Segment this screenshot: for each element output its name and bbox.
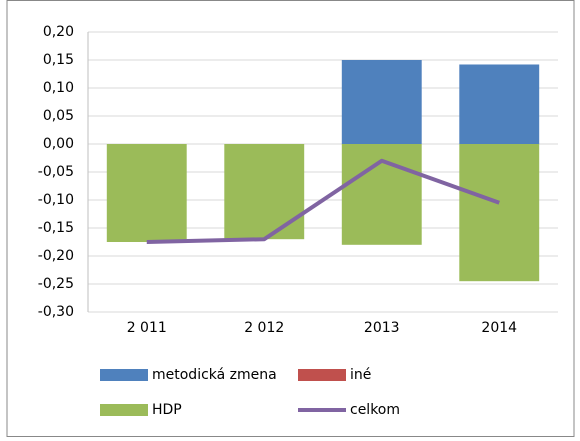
y-tick-label: 0,00: [43, 136, 74, 152]
x-tick-label: 2 011: [127, 320, 167, 336]
x-tick-label: 2013: [364, 320, 400, 336]
legend-label: iné: [350, 367, 371, 383]
bar: [341, 60, 422, 144]
legend-label: HDP: [152, 402, 182, 418]
legend-label: metodická zmena: [152, 367, 277, 383]
bar: [459, 144, 540, 282]
y-tick-label: 0,05: [43, 108, 74, 124]
y-tick-label: -0,15: [38, 220, 74, 236]
x-tick-label: 2014: [481, 320, 517, 336]
legend-swatch: [100, 404, 148, 416]
line: [146, 158, 500, 244]
legend-swatch: [100, 369, 148, 381]
y-tick-label: 0,20: [43, 24, 74, 40]
y-tick-label: 0,15: [43, 52, 74, 68]
y-tick-label: -0,20: [38, 248, 74, 264]
y-tick-label: 0,10: [43, 80, 74, 96]
bar: [459, 64, 540, 144]
y-tick-label: -0,10: [38, 192, 74, 208]
bar: [224, 144, 305, 240]
legend-label: celkom: [350, 402, 400, 418]
x-tick-label: 2 012: [244, 320, 284, 336]
legend-swatch: [298, 369, 346, 381]
y-tick-label: -0,05: [38, 164, 74, 180]
y-tick-label: -0,25: [38, 276, 74, 292]
bar: [106, 144, 187, 242]
y-tick-label: -0,30: [38, 304, 74, 320]
